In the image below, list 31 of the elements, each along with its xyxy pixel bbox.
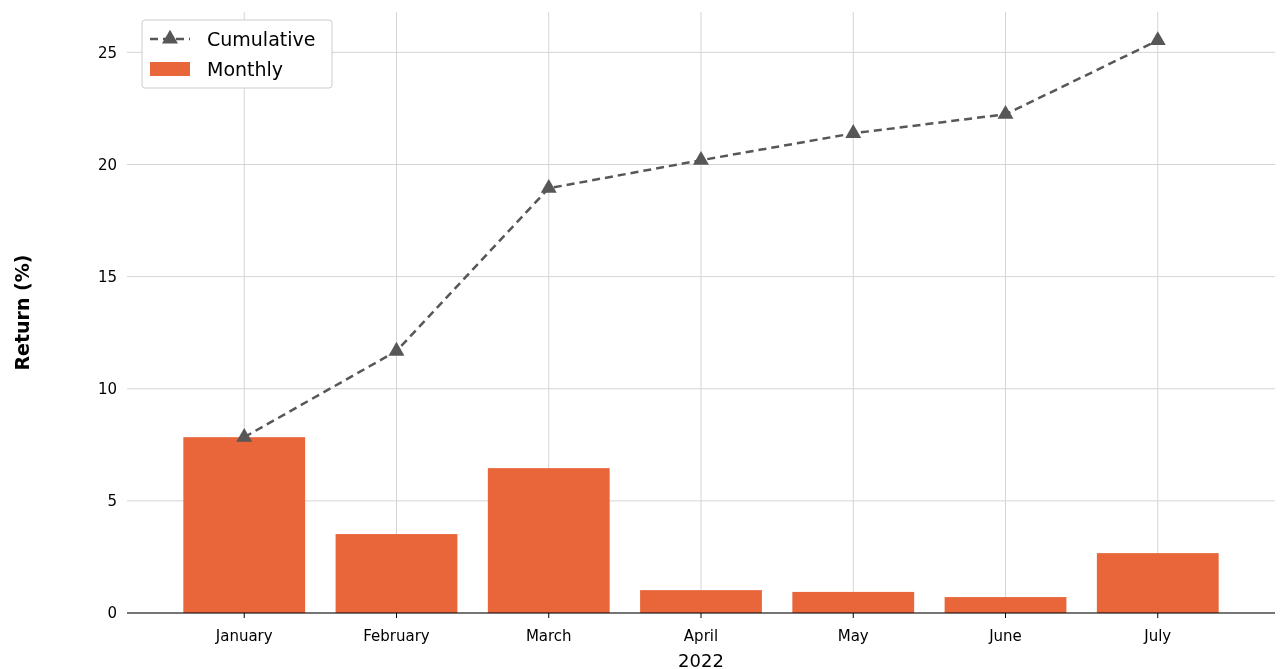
x-tick-label: July: [1143, 627, 1172, 645]
x-tick-label: March: [525, 627, 572, 645]
x-axis-title: 2022: [678, 650, 724, 669]
legend-label: Cumulative: [207, 27, 316, 50]
x-tick-label: January: [214, 627, 273, 645]
y-tick-label: 5: [107, 492, 117, 511]
y-tick-label: 15: [97, 267, 117, 286]
point: [1149, 31, 1166, 46]
point: [997, 105, 1014, 119]
bar: [792, 591, 915, 613]
legend-label: Monthly: [207, 57, 284, 80]
y-tick-label: 20: [97, 155, 117, 174]
point: [388, 341, 405, 356]
bar: [183, 437, 306, 613]
y-tick-label: 10: [97, 380, 117, 398]
y-tick-label: 25: [97, 43, 117, 62]
x-tick-label: April: [683, 627, 719, 645]
x-tick-label: May: [837, 627, 869, 645]
x-tick-label: June: [988, 627, 1022, 645]
point: [236, 427, 253, 442]
bar: [487, 468, 610, 613]
x-tick-label: February: [363, 627, 430, 645]
bar: [640, 590, 762, 613]
point: [540, 179, 557, 193]
point: [693, 151, 709, 165]
point: [845, 124, 862, 138]
y-tick-label: 0: [107, 604, 117, 623]
bar: [335, 534, 458, 613]
bar: [1096, 553, 1219, 613]
bar: [944, 597, 1067, 613]
y-axis-title: Return (%): [11, 254, 33, 371]
